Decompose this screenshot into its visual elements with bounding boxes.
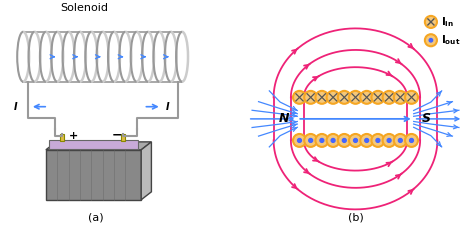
Polygon shape <box>141 142 151 200</box>
Text: $\mathbf{I_{out}}$: $\mathbf{I_{out}}$ <box>441 33 460 47</box>
Circle shape <box>360 134 373 147</box>
Circle shape <box>338 91 351 104</box>
Circle shape <box>298 138 301 142</box>
Polygon shape <box>46 142 151 150</box>
Circle shape <box>387 138 391 142</box>
Circle shape <box>327 91 339 104</box>
Circle shape <box>349 134 362 147</box>
Circle shape <box>327 134 339 147</box>
Circle shape <box>331 138 335 142</box>
Text: (a): (a) <box>88 212 104 222</box>
Text: S: S <box>422 112 431 125</box>
Bar <box>46 150 141 200</box>
Circle shape <box>315 91 328 104</box>
Text: N: N <box>279 112 290 125</box>
Text: +: + <box>69 131 78 141</box>
Circle shape <box>320 138 324 142</box>
Text: I: I <box>14 102 18 112</box>
Circle shape <box>304 134 317 147</box>
Circle shape <box>309 138 313 142</box>
Circle shape <box>394 91 407 104</box>
Circle shape <box>342 138 346 142</box>
Circle shape <box>376 138 380 142</box>
Circle shape <box>383 134 396 147</box>
Circle shape <box>405 134 418 147</box>
Circle shape <box>293 134 306 147</box>
Circle shape <box>383 91 396 104</box>
Circle shape <box>354 138 357 142</box>
Circle shape <box>349 91 362 104</box>
Bar <box>121 134 125 141</box>
Text: −: − <box>112 129 122 142</box>
Circle shape <box>372 134 384 147</box>
Circle shape <box>394 134 407 147</box>
Text: Solenoid: Solenoid <box>61 3 109 13</box>
Text: $\mathbf{I_{in}}$: $\mathbf{I_{in}}$ <box>441 15 454 29</box>
Circle shape <box>429 39 433 42</box>
Bar <box>49 140 138 149</box>
Circle shape <box>425 16 437 28</box>
Circle shape <box>410 138 413 142</box>
Circle shape <box>304 91 317 104</box>
Text: I: I <box>166 102 170 112</box>
Circle shape <box>338 134 351 147</box>
Circle shape <box>315 134 328 147</box>
Circle shape <box>365 138 369 142</box>
Text: (b): (b) <box>347 212 364 222</box>
Circle shape <box>293 91 306 104</box>
Circle shape <box>425 34 437 46</box>
Circle shape <box>405 91 418 104</box>
Circle shape <box>398 138 402 142</box>
Circle shape <box>360 91 373 104</box>
Bar <box>60 134 64 141</box>
Circle shape <box>372 91 384 104</box>
